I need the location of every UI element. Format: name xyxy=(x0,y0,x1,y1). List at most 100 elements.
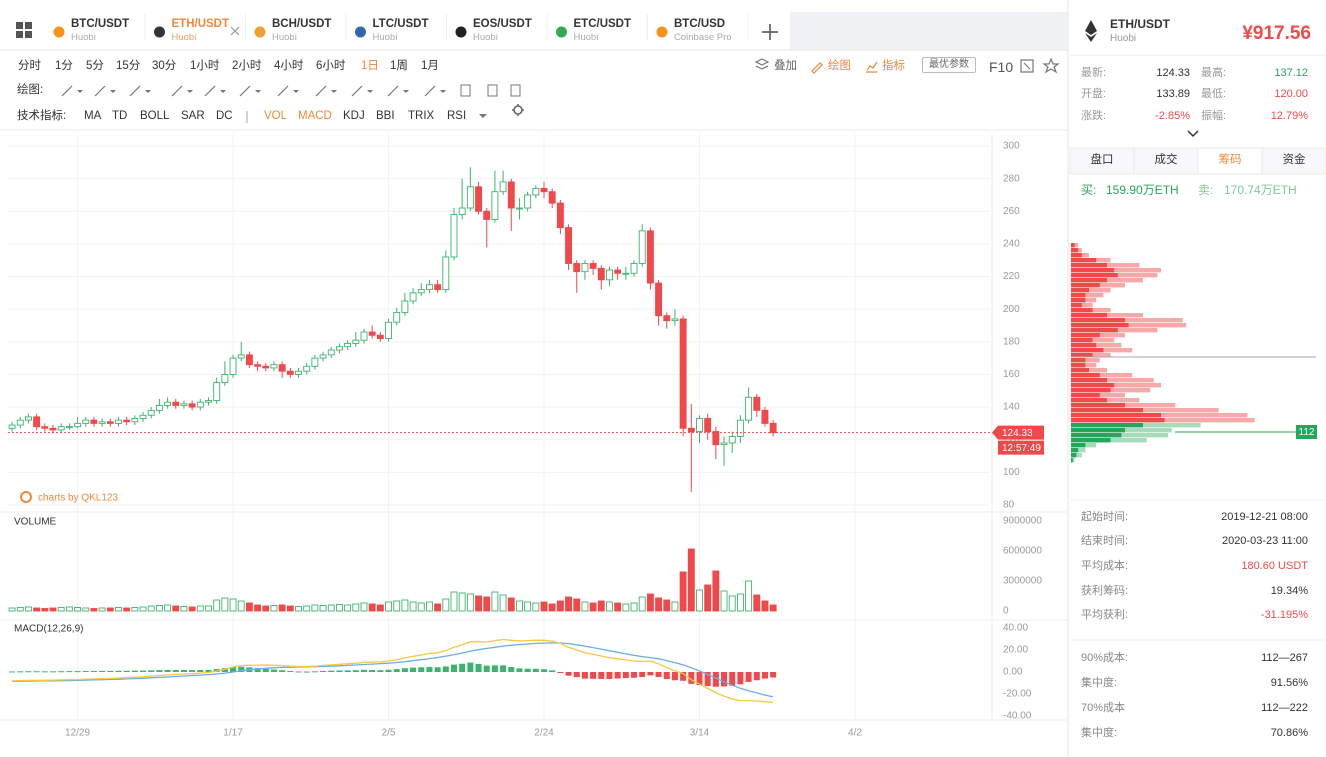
macd-histogram-bar xyxy=(508,667,515,672)
f10-button[interactable]: F10 xyxy=(989,59,1014,75)
tab-symbol[interactable]: ETC/USDT xyxy=(573,18,632,31)
candle-body xyxy=(303,365,311,372)
tab-symbol[interactable]: BCH/USDT xyxy=(272,18,332,31)
volume-bar xyxy=(450,591,458,612)
macd-histogram-bar xyxy=(33,671,40,673)
volume-bar xyxy=(376,604,384,612)
sub-indicator[interactable]: VOL xyxy=(264,110,288,123)
sidebar-tab xyxy=(1197,147,1263,175)
period[interactable]: 1周 xyxy=(390,60,408,73)
candle-body xyxy=(319,354,327,359)
cost-label: 112 xyxy=(1299,427,1315,438)
period[interactable]: 15分 xyxy=(116,60,141,73)
chip-bar-dark xyxy=(1071,268,1115,273)
tab-symbol[interactable]: EOS/USDT xyxy=(473,18,532,31)
macd-histogram-bar xyxy=(58,671,65,673)
tab-symbol[interactable]: BTC/USD xyxy=(674,18,726,31)
sidebar-tab-label[interactable]: 盘口 xyxy=(1090,154,1114,167)
chip-bar-light xyxy=(1071,268,1161,273)
volume-bar xyxy=(262,605,270,612)
tab-symbol[interactable]: LTC/USDT xyxy=(372,18,429,31)
sidebar-symbol-icon xyxy=(1085,20,1097,42)
candle-body xyxy=(106,421,114,424)
main-indicator[interactable]: MA xyxy=(84,110,102,123)
toolbar-action[interactable]: 叠加 xyxy=(774,60,797,73)
candle-body xyxy=(139,414,147,419)
period[interactable]: 1分 xyxy=(55,60,73,73)
period[interactable]: 6小时 xyxy=(316,60,346,73)
macd-histogram-bar xyxy=(761,672,768,679)
main-indicator[interactable]: DC xyxy=(216,110,233,123)
period[interactable]: 1月 xyxy=(421,60,439,73)
volume-bar xyxy=(172,605,180,612)
candle-body xyxy=(548,191,556,204)
period[interactable]: 分时 xyxy=(18,60,41,73)
chip-bar-dark xyxy=(1071,248,1079,253)
candle-body xyxy=(74,422,82,428)
sidebar-tab-label[interactable]: 成交 xyxy=(1154,154,1178,167)
last-price-label: 124.33 xyxy=(1002,428,1033,439)
chip-bar-dark xyxy=(1071,288,1089,293)
chip-bar-dark xyxy=(1071,388,1111,393)
period[interactable]: 2小时 xyxy=(232,60,262,73)
chip-bar-light xyxy=(1071,378,1154,383)
optimal-params-button[interactable]: 最优参数 xyxy=(922,57,976,73)
tab-icon xyxy=(154,26,165,38)
main-indicator[interactable]: SAR xyxy=(181,110,205,123)
volume-bar xyxy=(139,606,147,612)
period[interactable]: 4小时 xyxy=(274,60,304,73)
candle-body xyxy=(573,263,581,273)
sub-indicator[interactable]: MACD xyxy=(298,110,332,123)
chip-bar-dark xyxy=(1071,253,1082,258)
sub-indicator[interactable]: TRIX xyxy=(408,110,435,123)
candle-body xyxy=(491,191,499,220)
candle-body xyxy=(295,370,302,375)
volume-bar xyxy=(442,598,450,612)
draw-tool-icon xyxy=(204,85,216,97)
period[interactable]: 5分 xyxy=(86,60,104,73)
period[interactable]: 1小时 xyxy=(190,60,220,73)
candle-body xyxy=(630,263,638,274)
main-indicator[interactable]: BOLL xyxy=(140,110,170,123)
macd-histogram-bar xyxy=(344,670,351,672)
chip-bar-dark xyxy=(1071,318,1125,323)
candle-body xyxy=(736,419,744,437)
grid-menu-icon[interactable] xyxy=(16,22,32,38)
macd-histogram-bar xyxy=(475,663,482,672)
volume-bar xyxy=(589,602,597,612)
volume-bar xyxy=(213,599,221,612)
macd-histogram-bar xyxy=(66,671,73,673)
candle-body xyxy=(286,370,294,375)
macd-histogram-bar xyxy=(50,671,57,673)
close-tab-icon[interactable] xyxy=(230,26,240,36)
toolbar-action[interactable]: 指标 xyxy=(882,60,905,73)
candle-body xyxy=(254,364,262,367)
x-tick-label: 12/29 xyxy=(65,728,90,739)
volume-bar xyxy=(630,602,638,612)
sidebar-tab-label[interactable]: 筹码 xyxy=(1218,154,1242,167)
sidebar-tab-label[interactable]: 资金 xyxy=(1282,154,1306,167)
add-tab-icon[interactable] xyxy=(762,24,778,40)
period[interactable]: 30分 xyxy=(152,60,177,73)
chip-bar-dark xyxy=(1071,423,1143,428)
chip-bar-dark xyxy=(1071,373,1100,378)
candle-body xyxy=(687,427,695,433)
main-indicator[interactable]: TD xyxy=(112,110,128,123)
tab-symbol[interactable]: BTC/USDT xyxy=(71,18,130,31)
concentration-value: 70.86% xyxy=(1270,726,1308,739)
tab-symbol[interactable]: ETH/USDT xyxy=(171,18,230,31)
volume-bar xyxy=(425,601,433,612)
macd-histogram-bar xyxy=(491,665,498,672)
period[interactable]: 1日 xyxy=(361,60,379,73)
macd-histogram-bar xyxy=(663,672,670,680)
toolbar-action[interactable]: 绘图 xyxy=(828,60,851,73)
sub-indicator[interactable]: BBI xyxy=(376,110,395,123)
candle-body xyxy=(475,186,482,212)
volume-bar xyxy=(606,601,613,612)
candle-body xyxy=(229,357,237,375)
macd-histogram-bar xyxy=(410,667,417,672)
sub-indicator[interactable]: KDJ xyxy=(343,110,365,123)
sub-indicator[interactable]: RSI xyxy=(447,110,467,123)
chevron-icon[interactable] xyxy=(1187,130,1199,138)
